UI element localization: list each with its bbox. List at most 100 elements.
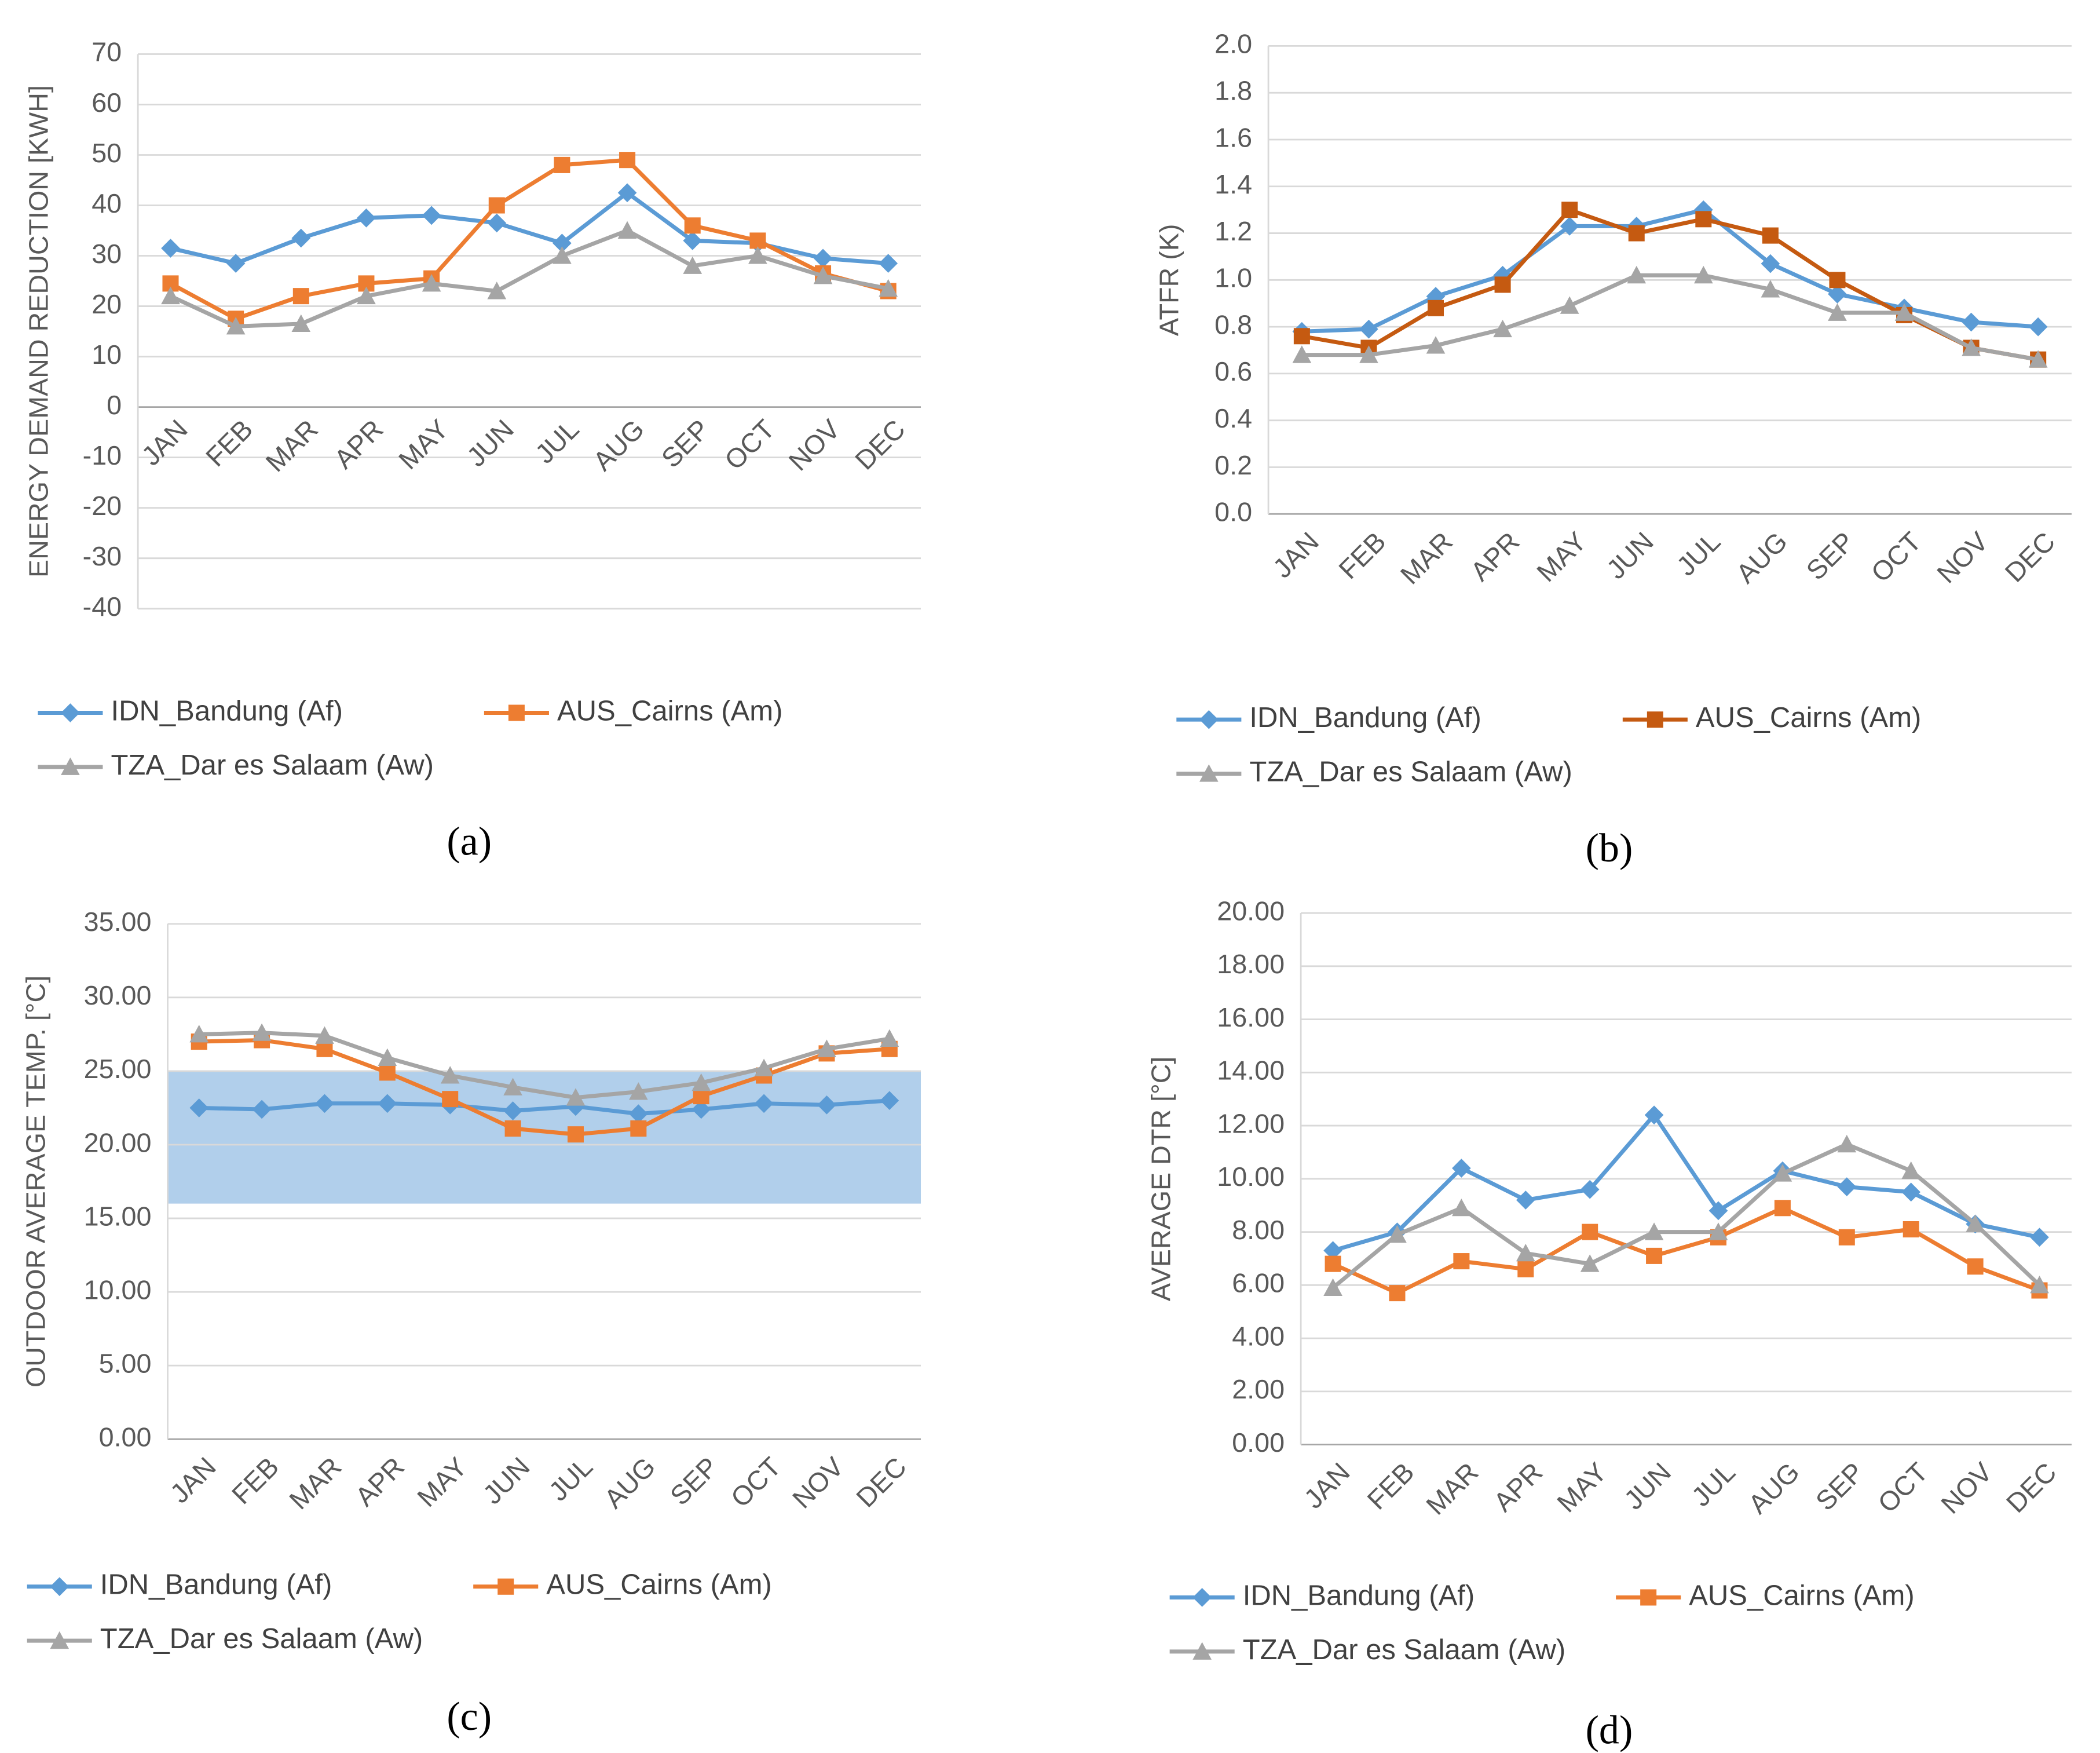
y-tick-label: -20 — [83, 491, 122, 521]
series-line — [1301, 207, 2039, 362]
marker — [1967, 1258, 1984, 1275]
x-tick-label: DEC — [1999, 526, 2061, 587]
y-tick-label: 1.4 — [1214, 169, 1252, 199]
marker — [1582, 1224, 1598, 1240]
marker — [1516, 1190, 1535, 1210]
marker — [503, 1078, 522, 1095]
marker — [1894, 303, 1914, 321]
marker — [880, 1029, 899, 1047]
y-tick-label: 70 — [92, 37, 122, 67]
x-tick-label: MAY — [1551, 1457, 1612, 1518]
y-tick-label: 1.2 — [1214, 216, 1252, 246]
marker — [1828, 303, 1847, 321]
x-tick-label: OCT — [725, 1451, 786, 1513]
x-tick-label: OCT — [1865, 526, 1927, 587]
y-tick-label: 1.8 — [1214, 76, 1252, 106]
x-tick-label: AUG — [587, 414, 650, 476]
marker — [487, 213, 507, 233]
x-tick-label: AUG — [1731, 526, 1793, 589]
y-tick-label: 1.0 — [1214, 263, 1252, 293]
marker — [189, 1024, 209, 1043]
y-tick-label: 30 — [92, 239, 122, 269]
series-line — [1331, 1142, 2041, 1290]
x-tick-label: OCT — [1872, 1457, 1933, 1518]
y-tick-label: 0.00 — [99, 1422, 152, 1452]
legend-label: AUS_Cairns (Am) — [546, 1569, 771, 1601]
series-line — [199, 1098, 890, 1116]
marker — [291, 314, 311, 333]
marker — [1292, 345, 1312, 363]
marker — [1293, 328, 1310, 345]
x-tick-label: JUN — [1601, 526, 1659, 585]
marker — [1192, 1588, 1212, 1607]
marker — [1695, 211, 1712, 228]
marker — [1837, 1177, 1857, 1196]
marker — [1837, 1134, 1857, 1153]
marker — [1640, 1589, 1657, 1606]
marker — [2030, 1276, 2049, 1294]
x-tick-label: APR — [349, 1451, 410, 1512]
caption: (c) — [447, 1694, 492, 1739]
marker — [1774, 1200, 1791, 1217]
caption: (b) — [1586, 826, 1633, 871]
legend-label: AUS_Cairns (Am) — [1689, 1580, 1914, 1611]
marker — [1323, 1278, 1342, 1296]
marker — [1192, 1642, 1212, 1660]
marker — [252, 1100, 272, 1119]
marker — [628, 1082, 648, 1100]
x-tick-label: APR — [328, 414, 389, 474]
marker — [2028, 350, 2048, 368]
legend-label: TZA_Dar es Salaam (Aw) — [1249, 757, 1572, 788]
y-axis-title: ENERGY DEMAND REDUCTION [KWH] — [23, 85, 53, 578]
marker — [1561, 202, 1578, 218]
marker — [226, 254, 246, 273]
marker — [1493, 319, 1512, 338]
series-line — [1332, 1206, 2040, 1295]
marker — [1359, 319, 1378, 339]
marker — [1901, 1182, 1921, 1202]
marker — [315, 1094, 334, 1113]
y-tick-label: 15.00 — [84, 1201, 152, 1231]
y-tick-label: 2.00 — [1232, 1374, 1285, 1404]
marker — [567, 1126, 584, 1143]
marker — [683, 231, 703, 250]
x-tick-label: DEC — [850, 1451, 912, 1513]
marker — [508, 704, 525, 721]
marker — [1838, 1229, 1855, 1246]
marker — [503, 1101, 522, 1120]
y-axis-title: AVERAGE DTR [°C] — [1146, 1057, 1176, 1302]
y-tick-label: 0.8 — [1214, 309, 1252, 339]
legend-label: IDN_Bandung (Af) — [1249, 702, 1481, 733]
marker — [1903, 1221, 1919, 1238]
y-tick-label: 12.00 — [1217, 1108, 1285, 1138]
marker — [1494, 276, 1511, 293]
x-tick-label: APR — [1488, 1457, 1549, 1518]
chart: 0.00 2.00 4.00 6.00 8.00 10.00 12.00 14.00 16.00… — [1146, 896, 2072, 1752]
x-tick-label: JUN — [477, 1451, 536, 1510]
x-tick-label: JUL — [543, 1451, 598, 1506]
marker — [292, 288, 309, 305]
x-tick-label: AUG — [598, 1451, 661, 1514]
marker — [252, 1023, 272, 1041]
marker — [813, 266, 833, 284]
y-tick-label: 2.0 — [1214, 29, 1252, 59]
y-tick-label: 50 — [92, 138, 122, 168]
x-tick-label: MAR — [1420, 1457, 1484, 1521]
marker — [1628, 225, 1645, 242]
x-tick-label: SEP — [1810, 1457, 1869, 1517]
marker — [1428, 300, 1444, 316]
marker — [1627, 265, 1647, 284]
legend-label: AUS_Cairns (Am) — [557, 695, 782, 726]
x-tick-label: NOV — [786, 1451, 849, 1514]
marker — [497, 1578, 514, 1595]
marker — [50, 1577, 69, 1597]
marker — [617, 221, 637, 239]
marker — [630, 1120, 647, 1137]
marker — [619, 152, 636, 169]
marker — [1452, 1198, 1471, 1217]
marker — [813, 249, 833, 268]
x-tick-label: FEB — [226, 1451, 284, 1510]
y-tick-label: 0.4 — [1214, 403, 1252, 433]
x-tick-label: AUG — [1743, 1457, 1805, 1520]
